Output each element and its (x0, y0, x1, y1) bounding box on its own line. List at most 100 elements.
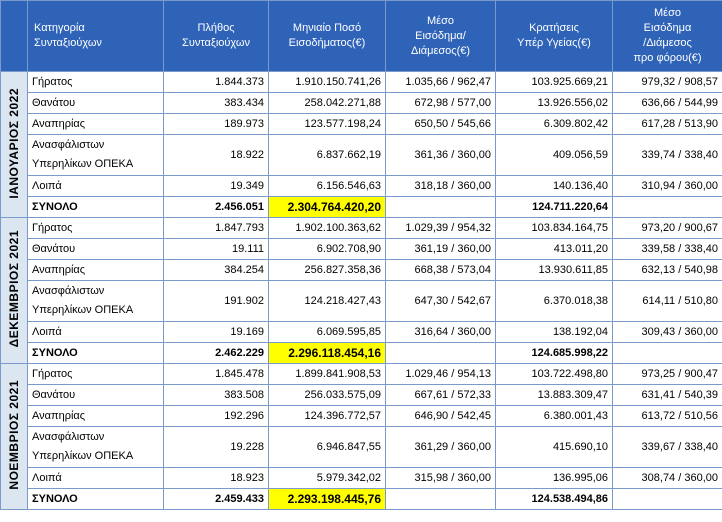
category-cell: Αναπηρίας (27, 259, 164, 281)
total-label: ΣΥΝΟΛΟ (27, 196, 164, 218)
category-cell: Γήρατος (27, 71, 164, 93)
category-cell: Ανασφάλιστων Υπερηλίκων ΟΠΕΚΑ (27, 280, 164, 322)
monthly-income-cell: 256.827.358,36 (268, 259, 386, 281)
avg-pre-tax-cell: 632,13 / 540,98 (612, 259, 722, 281)
health-deductions-cell: 6.380.001,43 (495, 405, 613, 427)
count-cell: 18.923 (163, 467, 269, 489)
period-label: ΔΕΚΕΜΒΡΙΟΣ 2021 (7, 230, 21, 348)
count-cell: 19.169 (163, 321, 269, 343)
avg-income-cell: 1.029,46 / 954,13 (385, 363, 496, 385)
category-label: Ανασφάλιστων (32, 139, 105, 151)
header-count: Πλήθος Συνταξιούχων (163, 0, 269, 72)
total-avg-income-empty (385, 342, 496, 364)
count-cell: 383.508 (163, 384, 269, 406)
health-deductions-cell: 13.926.556,02 (495, 92, 613, 114)
health-deductions-cell: 136.995,06 (495, 467, 613, 489)
category-label: Γήρατος (32, 222, 73, 234)
avg-income-cell: 667,61 / 572,33 (385, 384, 496, 406)
total-monthly-income: 2.304.764.420,20 (268, 196, 386, 218)
monthly-income-cell: 256.033.575,09 (268, 384, 386, 406)
count-cell: 191.902 (163, 280, 269, 322)
count-cell: 1.847.793 (163, 217, 269, 239)
total-count: 2.459.433 (163, 488, 269, 510)
category-label: Αναπηρίας (32, 118, 86, 130)
avg-pre-tax-cell: 973,25 / 900,47 (612, 363, 722, 385)
table-row: Λοιπά 19.349 6.156.546,63 318,18 / 360,00 14… (1, 175, 722, 197)
monthly-income-cell: 1.910.150.741,26 (268, 71, 386, 93)
category-cell: Θανάτου (27, 92, 164, 114)
table-row: ΙΑΝΟΥΑΡΙΟΣ 2022 Γήρατος 1.844.373 1.910.150… (0, 71, 722, 218)
avg-income-cell: 672,98 / 577,00 (385, 92, 496, 114)
table-row: Αναπηρίας 192.296 124.396.772,57 646,90 / 5… (1, 405, 722, 427)
table-row: Αναπηρίας 384.254 256.827.358,36 668,38 / 5… (1, 259, 722, 281)
total-label: ΣΥΝΟΛΟ (27, 342, 164, 364)
period-label: ΝΟΕΜΒΡΙΟΣ 2021 (7, 380, 21, 490)
table-row: Θανάτου 383.434 258.042.271,88 672,98 / 577… (1, 92, 722, 114)
table-row: Λοιπά 18.923 5.979.342,02 315,98 / 360,00 13… (1, 467, 722, 489)
monthly-income-cell: 6.837.662,19 (268, 134, 386, 176)
avg-pre-tax-cell: 310,94 / 360,00 (612, 175, 722, 197)
monthly-income-cell: 6.156.546,63 (268, 175, 386, 197)
monthly-income-cell: 6.902.708,90 (268, 238, 386, 260)
total-row: ΣΥΝΟΛΟ 2.459.433 2.293.198.445,76 124.538.4… (1, 488, 722, 510)
category-label: Λοιπά (32, 326, 62, 338)
health-deductions-cell: 415.690,10 (495, 426, 613, 468)
monthly-income-cell: 124.396.772,57 (268, 405, 386, 427)
avg-income-cell: 361,36 / 360,00 (385, 134, 496, 176)
category-label: Ανασφάλιστων (32, 431, 105, 443)
total-health-deductions: 124.538.494,86 (495, 488, 613, 510)
health-deductions-cell: 13.930.611,85 (495, 259, 613, 281)
avg-income-cell: 650,50 / 545,66 (385, 113, 496, 135)
header-avg-income: Μέσο Εισόδημα/ Διάμεσος(€) (385, 0, 496, 72)
table-row: Θανάτου 383.508 256.033.575,09 667,61 / 572… (1, 384, 722, 406)
total-row: ΣΥΝΟΛΟ 2.462.229 2.296.118.454,16 124.685.9… (1, 342, 722, 364)
health-deductions-cell: 6.309.802,42 (495, 113, 613, 135)
total-avg-pre-tax-empty (612, 342, 722, 364)
total-avg-income-empty (385, 196, 496, 218)
category-cell: Λοιπά (27, 467, 164, 489)
total-label: ΣΥΝΟΛΟ (27, 488, 164, 510)
category-cell: Αναπηρίας (27, 405, 164, 427)
category-cell: Ανασφάλιστων Υπερηλίκων ΟΠΕΚΑ (27, 134, 164, 176)
category-label: Θανάτου (32, 389, 76, 401)
avg-pre-tax-cell: 614,11 / 510,80 (612, 280, 722, 322)
header-category: Κατηγορία Συνταξιούχων (27, 0, 164, 72)
avg-pre-tax-cell: 308,74 / 360,00 (612, 467, 722, 489)
monthly-income-cell: 258.042.271,88 (268, 92, 386, 114)
period-label-cell: ΝΟΕΜΒΡΙΟΣ 2021 (0, 363, 28, 510)
monthly-income-cell: 123.577.198,24 (268, 113, 386, 135)
period-label-cell: ΙΑΝΟΥΑΡΙΟΣ 2022 (0, 71, 28, 218)
health-deductions-cell: 409.056,59 (495, 134, 613, 176)
total-count: 2.462.229 (163, 342, 269, 364)
table-row: Θανάτου 19.111 6.902.708,90 361,19 / 360,00… (1, 238, 722, 260)
category-label: Υπερηλίκων ΟΠΕΚΑ (32, 304, 134, 316)
avg-pre-tax-cell: 613,72 / 510,56 (612, 405, 722, 427)
total-count: 2.456.051 (163, 196, 269, 218)
table-row: Λοιπά 19.169 6.069.595,85 316,64 / 360,00 13… (1, 321, 722, 343)
header-corner (0, 0, 28, 72)
health-deductions-cell: 6.370.018,38 (495, 280, 613, 322)
health-deductions-cell: 103.834.164,75 (495, 217, 613, 239)
header-row: Κατηγορία Συνταξιούχων Πλήθος Συνταξιούχ… (0, 0, 722, 72)
total-monthly-income: 2.296.118.454,16 (268, 342, 386, 364)
count-cell: 19.111 (163, 238, 269, 260)
category-label: Γήρατος (32, 368, 73, 380)
avg-pre-tax-cell: 636,66 / 544,99 (612, 92, 722, 114)
monthly-income-cell: 6.946.847,55 (268, 426, 386, 468)
table-row: Αναπηρίας 189.973 123.577.198,24 650,50 / 5… (1, 113, 722, 135)
category-label: Λοιπά (32, 180, 62, 192)
pension-statistics-table: Κατηγορία Συνταξιούχων Πλήθος Συνταξιούχ… (0, 0, 722, 510)
count-cell: 1.845.478 (163, 363, 269, 385)
avg-income-cell: 1.029,39 / 954,32 (385, 217, 496, 239)
avg-pre-tax-cell: 973,20 / 900,67 (612, 217, 722, 239)
count-cell: 384.254 (163, 259, 269, 281)
total-health-deductions: 124.685.998,22 (495, 342, 613, 364)
category-label: Γήρατος (32, 76, 73, 88)
health-deductions-cell: 138.192,04 (495, 321, 613, 343)
avg-pre-tax-cell: 617,28 / 513,90 (612, 113, 722, 135)
header-avg-income-pre-tax: Μέσο Εισόδημα /Διάμεσος προ φόρου(€) (612, 0, 722, 72)
avg-income-cell: 668,38 / 573,04 (385, 259, 496, 281)
count-cell: 19.349 (163, 175, 269, 197)
avg-income-cell: 318,18 / 360,00 (385, 175, 496, 197)
category-label: Αναπηρίας (32, 410, 86, 422)
